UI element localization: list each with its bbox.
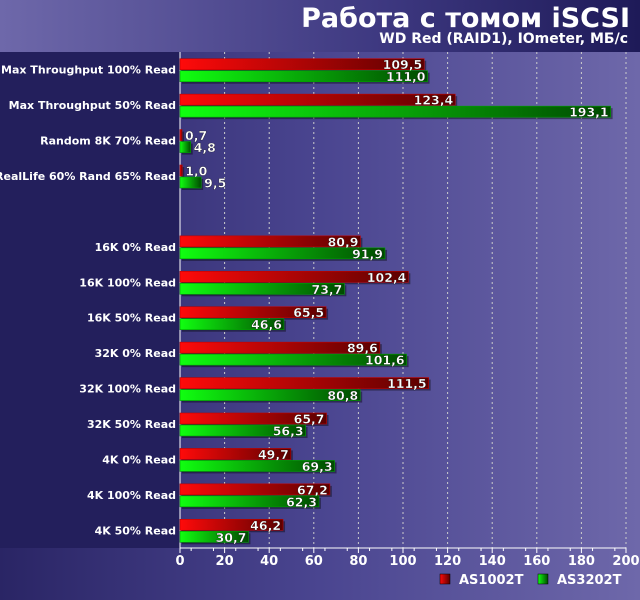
chart-subtitle: WD Red (RAID1), IOmeter, МБ/с [379, 31, 628, 47]
data-label: 65,5 [293, 305, 324, 320]
bar-shadow [182, 167, 185, 178]
bar-as3202t [179, 424, 306, 437]
data-label: 111,0 [386, 69, 426, 84]
bar-as1002t [179, 164, 183, 177]
data-label: 62,3 [286, 494, 317, 509]
bar-as1002t [179, 270, 409, 283]
category-label: Max Throughput 50% Read [9, 99, 176, 112]
data-label: 80,8 [327, 388, 358, 403]
x-tick-label: 100 [389, 554, 416, 569]
category-label: 32K 50% Read [87, 418, 176, 431]
category-label: 4K 0% Read [102, 453, 176, 466]
x-tick-label: 140 [479, 554, 506, 569]
bar-as1002t [179, 341, 381, 354]
bar-as1002t [179, 448, 292, 460]
data-label: 73,7 [312, 282, 343, 297]
bar-as1002t [179, 412, 327, 425]
x-tick-label: 80 [349, 554, 367, 569]
data-label: 30,7 [216, 530, 247, 545]
x-tick-label: 60 [305, 554, 323, 569]
bar-as1002t [179, 93, 456, 106]
legend-swatch [537, 573, 549, 585]
data-label: 89,6 [347, 341, 378, 356]
data-label: 111,5 [387, 376, 427, 391]
bar-shadow [182, 131, 184, 143]
category-label: 16K 50% Read [87, 312, 176, 325]
bar-as3202t [179, 389, 361, 401]
data-label: 101,6 [365, 353, 405, 368]
category-label: 4K 100% Read [87, 489, 176, 502]
data-label: 69,3 [302, 459, 333, 474]
category-label: 16K 0% Read [95, 241, 176, 254]
x-tick-label: 40 [260, 554, 278, 569]
data-label: 123,4 [414, 93, 454, 108]
x-tick-label: 20 [216, 554, 234, 569]
bar-as3202t [179, 176, 202, 189]
bar-as3202t [179, 141, 192, 153]
data-label: 91,9 [352, 246, 383, 261]
x-tick-label: 120 [434, 554, 461, 569]
data-label: 49,7 [258, 447, 289, 462]
bar-as3202t [179, 495, 320, 508]
data-label: 67,2 [297, 482, 328, 497]
bar-as1002t [179, 518, 284, 531]
category-label: 32K 100% Read [79, 383, 176, 396]
category-label: 32K 0% Read [95, 347, 176, 360]
bar-as1002t [179, 235, 361, 248]
x-tick-label: 0 [175, 554, 184, 569]
data-label: 80,9 [328, 234, 359, 249]
bar-as3202t [179, 70, 428, 83]
bar-as1002t [179, 306, 327, 319]
bar-as1002t [179, 483, 331, 496]
data-label: 0,7 [185, 128, 207, 143]
x-tick-label: 200 [612, 554, 639, 569]
bar-as3202t [179, 530, 249, 543]
bar-as3202t [179, 353, 407, 366]
legend-label: AS3202T [557, 573, 622, 588]
data-label: 46,2 [250, 518, 281, 533]
data-label: 56,3 [273, 424, 304, 439]
category-label: RealLife 60% Rand 65% Read [0, 170, 176, 183]
bar-as3202t [179, 247, 386, 260]
bar-as1002t [179, 58, 425, 71]
category-label-panel [0, 52, 180, 548]
category-label: Max Throughput 100% Read [1, 64, 176, 77]
bar-as3202t [179, 460, 335, 472]
chart-header: Работа с томом iSCSI WD Red (RAID1), IOm… [0, 0, 640, 52]
data-label: 9,5 [204, 176, 226, 191]
bar-as1002t [179, 129, 183, 141]
category-label: Random 8K 70% Read [40, 135, 176, 148]
data-label: 65,7 [294, 412, 325, 427]
bar-as3202t [179, 105, 611, 118]
bar-as3202t [179, 282, 345, 295]
data-label: 4,8 [194, 140, 216, 155]
legend-label: AS1002T [459, 573, 524, 588]
x-tick-label: 180 [568, 554, 595, 569]
bar-as1002t [179, 377, 429, 389]
data-label: 46,6 [251, 317, 282, 332]
legend-swatch [439, 573, 451, 585]
x-tick-label: 160 [523, 554, 550, 569]
data-label: 109,5 [383, 57, 423, 72]
bar-as3202t [179, 318, 285, 331]
category-label: 4K 50% Read [95, 524, 176, 537]
category-label: 16K 100% Read [79, 276, 176, 289]
chart-title: Работа с томом iSCSI [301, 3, 630, 34]
data-label: 193,1 [569, 105, 609, 120]
data-label: 1,0 [185, 164, 207, 179]
data-label: 102,4 [367, 270, 407, 285]
